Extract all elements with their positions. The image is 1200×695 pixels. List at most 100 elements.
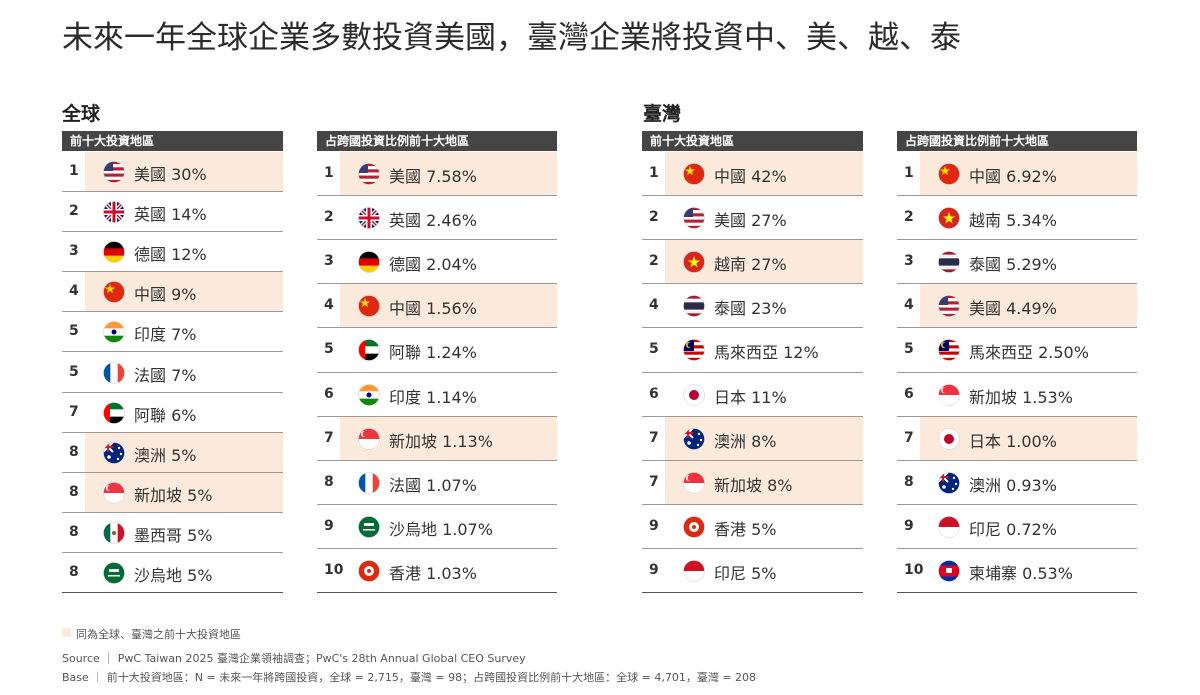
rank: 6	[324, 385, 334, 402]
flag	[938, 516, 960, 538]
flag	[938, 472, 960, 494]
flag-icon	[358, 163, 380, 185]
country-value: 柬埔寨 0.53%	[969, 563, 1073, 583]
country-value: 中國 6.92%	[969, 167, 1057, 187]
country-value: 越南 5.34%	[969, 211, 1057, 231]
rank: 3	[324, 253, 334, 270]
flag-icon	[103, 401, 125, 424]
flag	[103, 482, 125, 504]
country-value: 中國 1.56%	[389, 299, 477, 319]
flag	[683, 560, 705, 582]
flag-icon	[103, 321, 125, 344]
row-separator	[62, 511, 283, 513]
flag	[103, 161, 125, 183]
flag	[938, 251, 960, 273]
rank: 5	[904, 341, 914, 358]
flag-icon	[683, 383, 705, 406]
country-value: 新加坡 1.13%	[389, 431, 493, 451]
country-value: 越南 27%	[714, 255, 787, 275]
flag	[358, 383, 380, 406]
rank: 4	[69, 283, 79, 300]
country-value: 美國 7.58%	[389, 167, 477, 187]
rank: 5	[649, 341, 659, 358]
legend-swatch	[62, 628, 71, 637]
rank: 4	[649, 297, 659, 314]
flag	[938, 427, 960, 450]
row-separator	[317, 327, 557, 329]
flag	[358, 427, 380, 450]
country-value: 中國 9%	[134, 285, 197, 305]
row-separator	[642, 592, 863, 593]
row-separator	[317, 592, 557, 593]
country-value: 沙烏地 5%	[134, 565, 213, 585]
flag-icon	[358, 339, 380, 362]
flag	[358, 339, 380, 362]
legend-text: 同為全球、臺灣之前十大投資地區	[76, 628, 241, 641]
country-value: 墨西哥 5%	[134, 525, 213, 545]
row-separator	[642, 547, 863, 549]
rank: 8	[69, 563, 79, 580]
country-value: 澳洲 8%	[714, 431, 777, 451]
rank: 1	[69, 163, 79, 180]
country-value: 澳洲 0.93%	[969, 475, 1057, 495]
country-value: 印度 7%	[134, 325, 197, 345]
rank: 10	[324, 561, 344, 578]
flag-icon	[358, 383, 380, 406]
country-value: 美國 30%	[134, 165, 207, 185]
country-value: 新加坡 1.53%	[969, 387, 1073, 407]
country-value: 阿聯 1.24%	[389, 343, 477, 363]
rank: 4	[904, 297, 914, 314]
row-separator	[62, 351, 283, 353]
flag	[358, 472, 380, 494]
row-separator	[642, 327, 863, 329]
flag	[103, 401, 125, 424]
flag-icon	[938, 560, 960, 582]
row-separator	[317, 283, 557, 285]
flag-icon	[358, 251, 380, 273]
rank: 2	[324, 209, 334, 226]
row-separator	[317, 195, 557, 197]
rank: 2	[69, 203, 79, 220]
flag-icon	[358, 295, 380, 318]
rank: 6	[904, 385, 914, 402]
page-title: 未來一年全球企業多數投資美國，臺灣企業將投資中、美、越、泰	[62, 20, 961, 56]
section-title: 全球	[62, 103, 101, 125]
flag-icon	[358, 472, 380, 494]
flag-icon	[358, 516, 380, 538]
row-separator	[62, 592, 283, 593]
source-note: Source ｜ PwC Taiwan 2025 臺灣企業領袖調查；PwC's …	[62, 652, 526, 665]
country-value: 英國 2.46%	[389, 211, 477, 231]
table-header: 前十大投資地區	[62, 131, 283, 151]
rank: 7	[69, 403, 79, 420]
row-separator	[897, 459, 1137, 461]
country-value: 馬來西亞 2.50%	[969, 343, 1089, 363]
rank: 9	[324, 517, 334, 534]
country-value: 中國 42%	[714, 167, 787, 187]
flag	[683, 295, 705, 318]
rank: 7	[649, 429, 659, 446]
flag-icon	[683, 251, 705, 273]
country-value: 美國 4.49%	[969, 299, 1057, 319]
rank: 8	[69, 483, 79, 500]
rank: 5	[324, 341, 334, 358]
flag	[683, 472, 705, 494]
rank: 7	[324, 429, 334, 446]
table-header: 前十大投資地區	[642, 131, 863, 151]
country-value: 泰國 5.29%	[969, 255, 1057, 275]
country-value: 馬來西亞 12%	[714, 343, 819, 363]
rank: 8	[69, 523, 79, 540]
row-separator	[642, 239, 863, 241]
row-separator	[62, 471, 283, 473]
rank: 3	[904, 253, 914, 270]
flag-icon	[103, 441, 125, 464]
country-value: 德國 2.04%	[389, 255, 477, 275]
country-value: 香港 1.03%	[389, 563, 477, 583]
flag	[938, 295, 960, 318]
flag-icon	[358, 560, 380, 582]
flag-icon	[938, 472, 960, 494]
flag	[358, 560, 380, 582]
flag-icon	[683, 560, 705, 582]
flag-icon	[103, 201, 125, 223]
base-note: Base ｜ 前十大投資地區：N = 未來一年將跨國投資，全球 = 2,715，…	[62, 671, 757, 684]
